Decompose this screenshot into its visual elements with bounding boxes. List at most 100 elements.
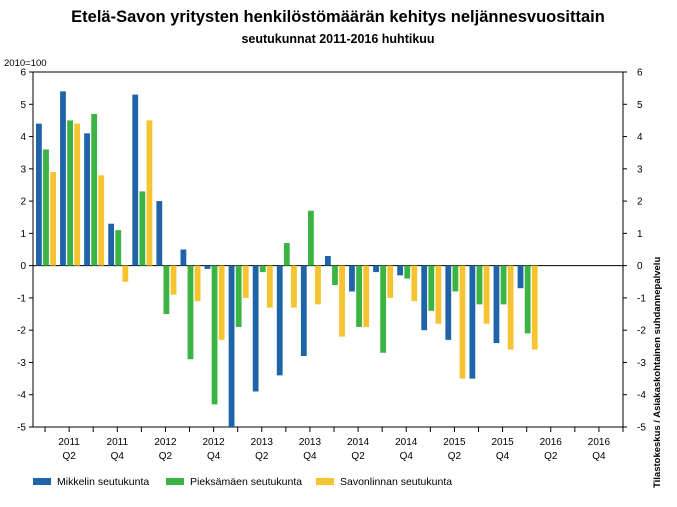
bar-3-19	[507, 265, 514, 350]
bar-2-18	[476, 265, 483, 305]
bar-1-8	[228, 265, 235, 427]
bar-3-7	[218, 265, 225, 340]
x-tick-label-quarter: Q4	[111, 451, 125, 462]
x-tick-label-year: 2014	[395, 437, 418, 448]
bar-3-9	[266, 265, 273, 308]
x-tick-label-quarter: Q2	[255, 451, 269, 462]
y-tick-label-left: -2	[17, 326, 26, 337]
x-tick-label-quarter: Q4	[400, 451, 414, 462]
y-tick-label-right: -2	[637, 326, 646, 337]
plot-frame	[32, 71, 624, 428]
bar-1-4	[132, 94, 139, 266]
bar-3-5	[170, 265, 177, 295]
bar-3-0	[50, 172, 56, 266]
bar-2-4	[139, 191, 146, 266]
bar-1-17	[445, 265, 452, 340]
x-tick-label-year: 2016	[540, 437, 563, 448]
y-tick-label-right: -4	[637, 390, 646, 401]
x-tick-label-year: 2015	[443, 437, 466, 448]
y-tick-label-left: 1	[20, 229, 26, 240]
bar-3-11	[315, 265, 321, 305]
x-tick-label-quarter: Q4	[207, 451, 221, 462]
source-label: Tilastokeskus / Asiakaskohtainen suhdann…	[652, 257, 663, 488]
bar-3-18	[483, 265, 490, 324]
y-tick-label-right: 3	[637, 164, 643, 175]
y-tick-label-right: -5	[637, 423, 646, 434]
bar-3-17	[459, 265, 466, 379]
bar-2-7	[211, 265, 218, 405]
bar-1-12	[324, 255, 331, 266]
bar-1-19	[493, 265, 500, 344]
bar-3-2	[98, 175, 105, 266]
bar-1-1	[60, 91, 66, 266]
bar-1-6	[180, 249, 187, 266]
y-tick-label-left: 3	[20, 164, 26, 175]
bar-3-12	[339, 265, 345, 337]
y-tick-label-right: -1	[637, 293, 646, 304]
y-tick-label-left: -1	[17, 293, 26, 304]
bar-3-14	[387, 265, 394, 298]
bar-1-10	[276, 265, 283, 376]
bar-2-8	[235, 265, 242, 327]
y-tick-label-left: 0	[20, 261, 26, 272]
legend-swatch-3	[316, 478, 334, 485]
unit-label: 2010=100	[4, 58, 47, 69]
legend: Mikkelin seutukunta Pieksämäen seutukunta…	[33, 476, 452, 488]
x-tick-label-year: 2015	[491, 437, 514, 448]
chart-subtitle: seutukunnat 2011-2016 huhtikuu	[241, 32, 434, 46]
bar-2-17	[452, 265, 459, 292]
bar-3-15	[411, 265, 418, 302]
y-tick-label-left: 5	[20, 100, 26, 111]
bar-1-14	[373, 265, 379, 273]
bar-2-15	[404, 265, 411, 279]
legend-label-3: Savonlinnan seutukunta	[340, 476, 452, 488]
bar-3-4	[146, 120, 153, 266]
bar-2-14	[380, 265, 387, 353]
x-tick-label-quarter: Q2	[62, 451, 76, 462]
bar-3-13	[363, 265, 370, 327]
bar-1-5	[156, 201, 163, 266]
bar-2-3	[115, 230, 122, 266]
x-tick-label-quarter: Q2	[448, 451, 462, 462]
plot-area: -5 -5 -4 -4 -3 -3 -2 -2 -1 -1 0 0 1 1 2 2 3 3 4 4 5 5 6 6 2011 Q2…	[17, 68, 646, 463]
y-tick-label-right: 5	[637, 100, 643, 111]
legend-swatch-2	[166, 478, 184, 485]
y-tick-label-left: 2	[20, 197, 26, 208]
bar-2-20	[524, 265, 531, 334]
x-tick-label-year: 2012	[154, 437, 177, 448]
bar-2-11	[307, 210, 314, 266]
x-tick-label-year: 2013	[299, 437, 322, 448]
x-tick-label-quarter: Q2	[351, 451, 365, 462]
bar-2-9	[259, 265, 266, 273]
legend-label-1: Mikkelin seutukunta	[57, 476, 149, 488]
x-tick-label-quarter: Q2	[159, 451, 173, 462]
x-tick-label-quarter: Q2	[544, 451, 558, 462]
x-tick-label-quarter: Q4	[496, 451, 510, 462]
bar-2-19	[500, 265, 507, 305]
bar-1-20	[517, 265, 524, 289]
x-tick-label-year: 2014	[347, 437, 370, 448]
x-tick-label-year: 2016	[588, 437, 611, 448]
legend-swatch-1	[33, 478, 51, 485]
x-tick-label-year: 2013	[251, 437, 274, 448]
bar-1-3	[108, 223, 115, 266]
bar-3-10	[291, 265, 297, 308]
bar-2-12	[332, 265, 338, 285]
bar-1-11	[300, 265, 307, 356]
x-tick-label-year: 2011	[107, 437, 129, 448]
bar-1-0	[36, 123, 42, 266]
bar-2-5	[163, 265, 170, 315]
y-tick-label-left: 4	[20, 132, 26, 143]
bar-2-2	[91, 113, 98, 266]
bar-3-6	[194, 265, 201, 302]
bar-2-1	[67, 120, 73, 266]
y-tick-label-right: 6	[637, 68, 643, 79]
bar-2-16	[428, 265, 435, 311]
bar-3-16	[435, 265, 442, 324]
bar-3-8	[242, 265, 249, 298]
bar-2-0	[43, 149, 49, 266]
y-tick-label-left: -3	[17, 358, 26, 369]
x-tick-label-quarter: Q4	[592, 451, 606, 462]
bar-3-1	[74, 123, 81, 266]
